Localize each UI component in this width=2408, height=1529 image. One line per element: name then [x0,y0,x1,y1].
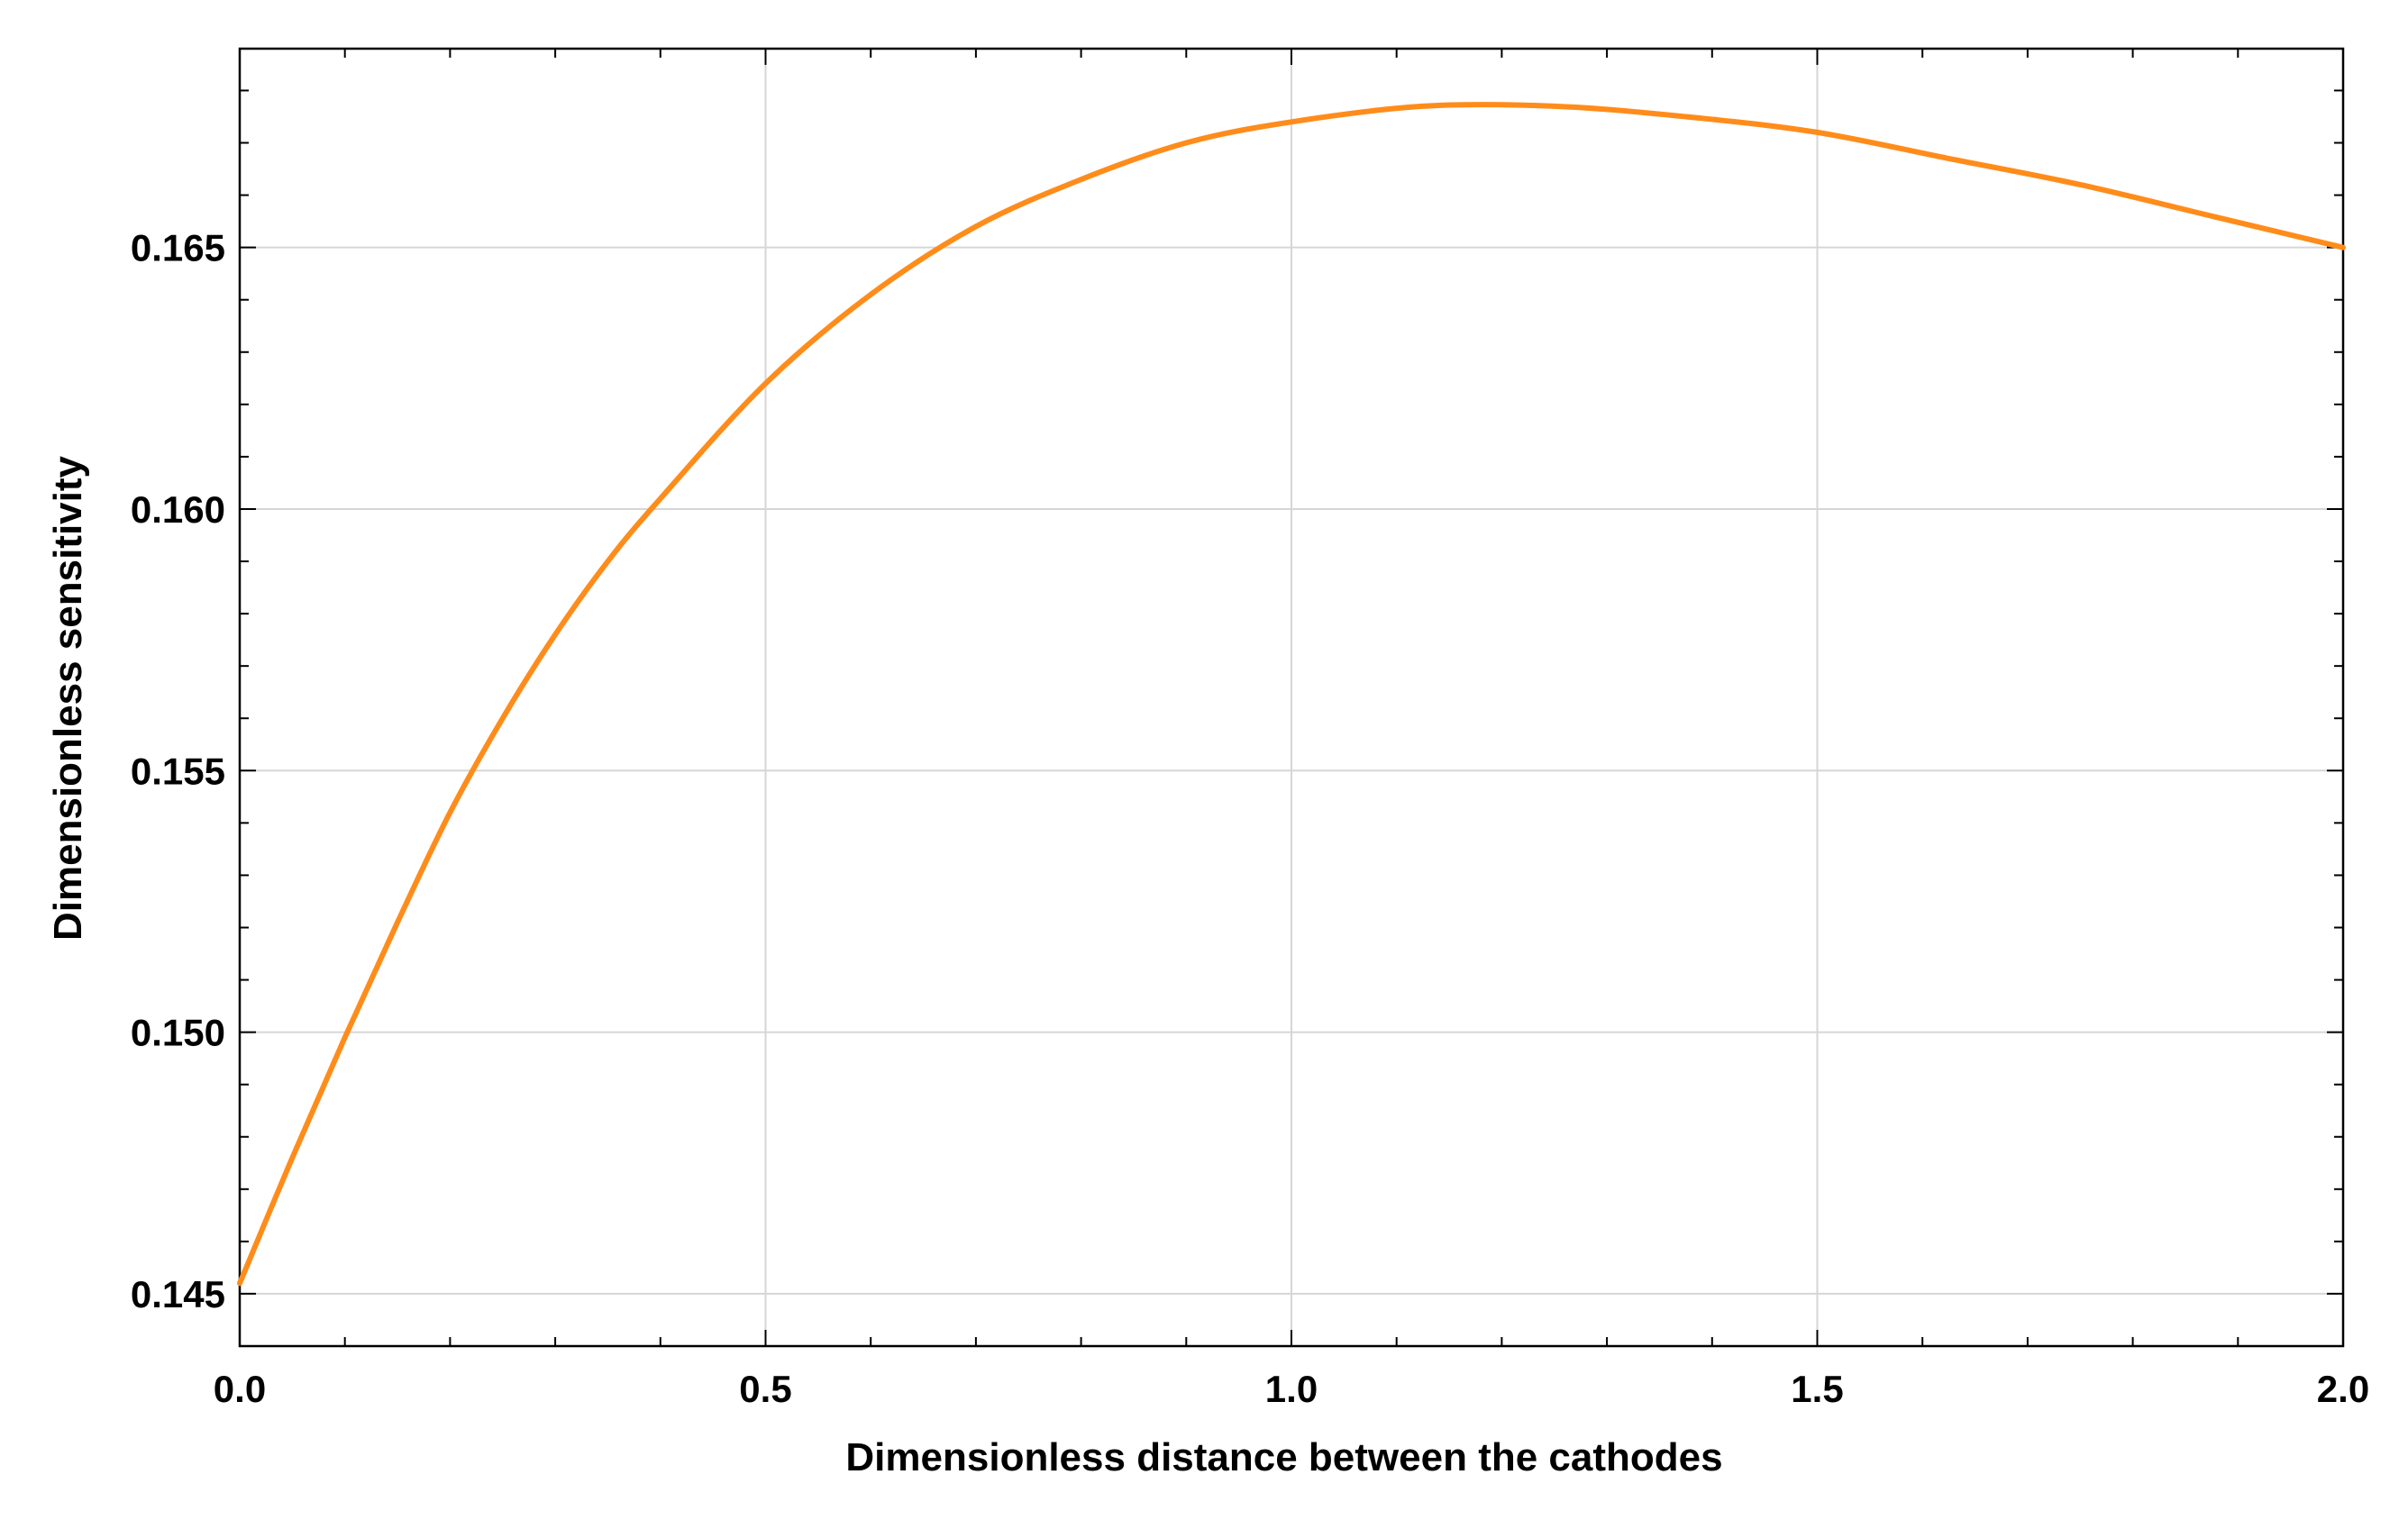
y-tick-label: 0.145 [131,1273,225,1315]
grid [240,49,2343,1346]
y-tick-label: 0.155 [131,750,225,792]
y-tick-label: 0.160 [131,488,225,531]
x-tick-label: 2.0 [2317,1368,2369,1410]
tick-labels: 0.0 0.5 1.0 1.5 2.0 0.145 0.150 0.155 0.160 0.165 [131,227,2369,1410]
x-tick-label: 1.0 [1265,1368,1318,1410]
series-line-0 [237,102,2346,1287]
y-tick-label: 0.165 [131,227,225,269]
x-tick-label: 0.0 [214,1368,266,1410]
series-layer [237,102,2346,1287]
x-tick-label: 0.5 [739,1368,791,1410]
x-tick-label: 1.5 [1791,1368,1843,1410]
x-axis-label: Dimensionless distance between the catho… [845,1435,1722,1479]
y-axis-label: Dimensionless sensitivity [46,455,90,941]
y-tick-label: 0.150 [131,1012,225,1054]
